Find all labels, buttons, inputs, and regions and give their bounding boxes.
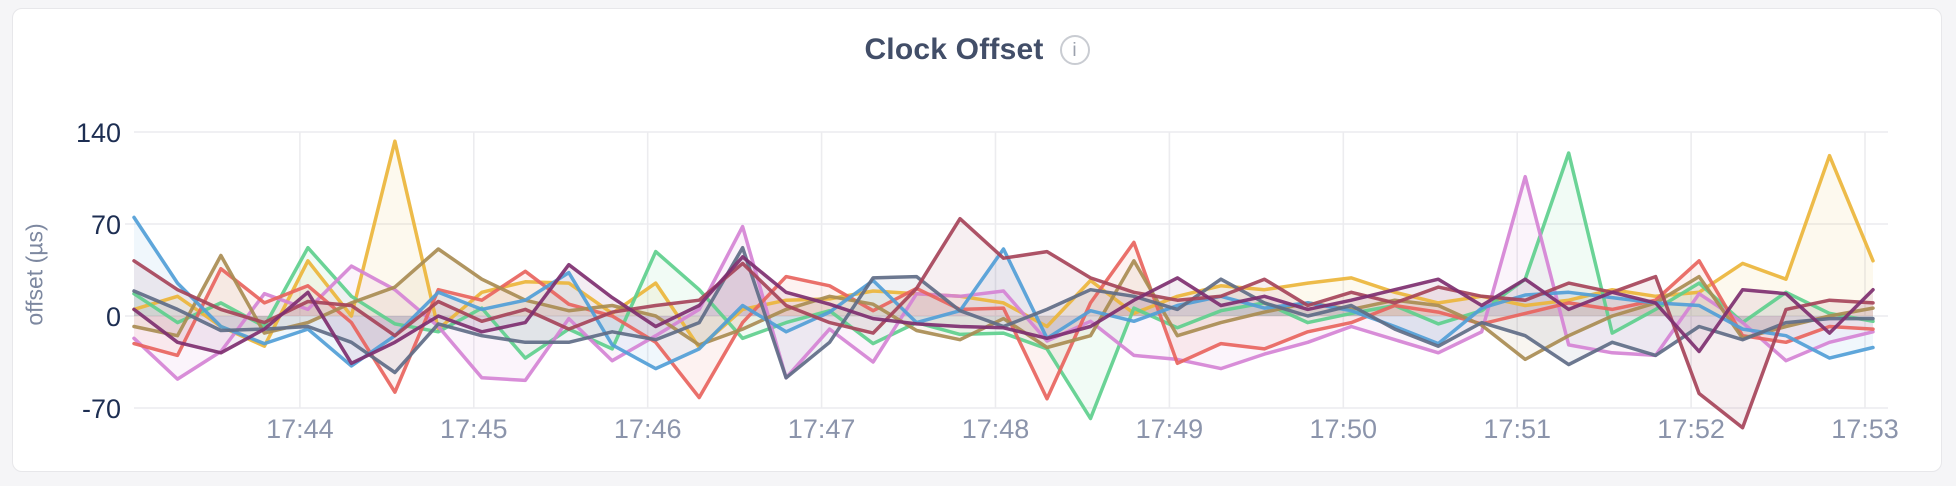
y-tick-label: 70 (91, 210, 121, 240)
series-line-series-6[interactable] (132, 215, 1875, 371)
series-line-series-9[interactable] (132, 255, 1875, 366)
x-tick-label: 17:45 (440, 414, 508, 444)
clock-offset-chart: 140 70 0 -70 17:44 17:45 17:46 17:47 17:48 17:49 1… (76, 118, 1899, 444)
y-tick-label: 140 (76, 118, 121, 148)
x-tick-label: 17:49 (1136, 414, 1204, 444)
x-tick-label: 17:52 (1657, 414, 1725, 444)
series-area-series-2 (134, 153, 1873, 419)
series-area-series-1 (134, 141, 1873, 348)
x-tick-label: 17:44 (266, 414, 334, 444)
area-fill-layer (134, 141, 1873, 428)
series-line-series-1[interactable] (132, 139, 1875, 350)
x-tick-label: 17:48 (962, 414, 1030, 444)
series-area-series-5 (134, 249, 1873, 360)
series-line-layer (132, 139, 1875, 430)
x-tick-label: 17:51 (1483, 414, 1551, 444)
page-title: Clock Offset (864, 33, 1044, 66)
y-axis-title: offset (µs) (21, 223, 48, 326)
x-tick-label: 17:50 (1310, 414, 1378, 444)
y-tick-label: 0 (106, 302, 121, 332)
chart-header: Clock Offset i (13, 33, 1941, 67)
series-area-series-3 (134, 176, 1873, 381)
series-line-series-5[interactable] (132, 247, 1875, 362)
axis-label-layer: 140 70 0 -70 17:44 17:45 17:46 17:47 17:48 17:49 1… (76, 118, 1899, 444)
x-tick-label: 17:47 (788, 414, 856, 444)
y-tick-label: -70 (82, 394, 121, 424)
series-line-series-2[interactable] (132, 151, 1875, 421)
clock-offset-card: Clock Offset i offset (µs) 140 70 0 -70 17:4… (12, 8, 1942, 472)
x-tick-label: 17:53 (1831, 414, 1899, 444)
x-tick-label: 17:46 (614, 414, 682, 444)
series-area-series-8 (134, 218, 1873, 428)
series-line-series-8[interactable] (132, 216, 1875, 430)
info-icon[interactable]: i (1059, 35, 1090, 65)
